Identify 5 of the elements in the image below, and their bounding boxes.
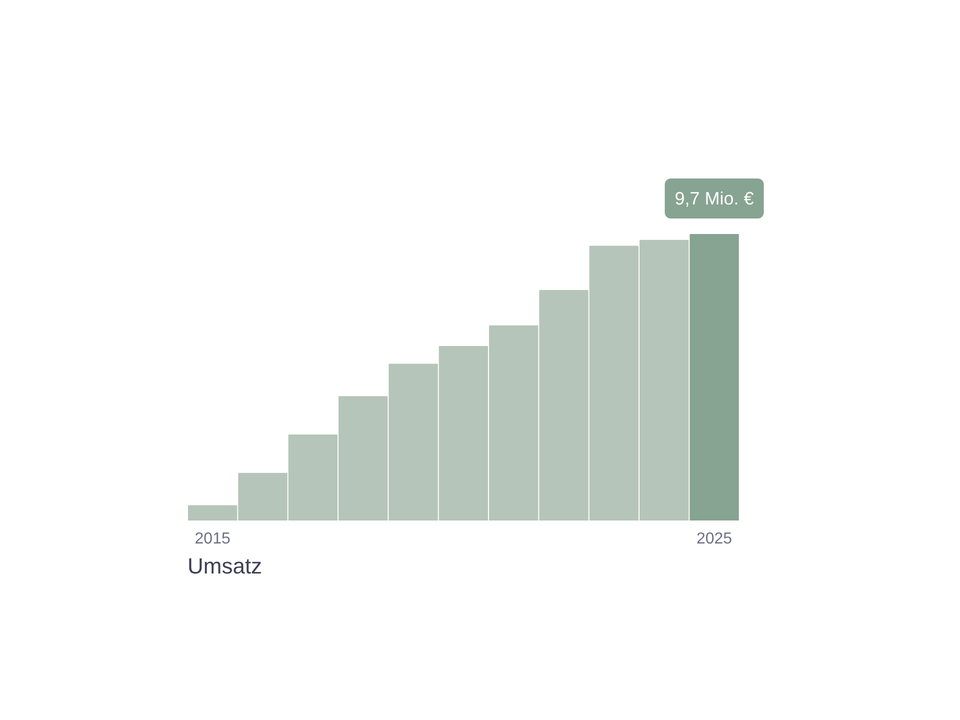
x-tick-label: 2015 [194, 530, 230, 548]
bar [690, 234, 739, 520]
text: Umsatz [188, 554, 262, 578]
data-label: 9,7 Mio. € [674, 188, 754, 208]
x-tick-label: 2025 [696, 530, 732, 548]
